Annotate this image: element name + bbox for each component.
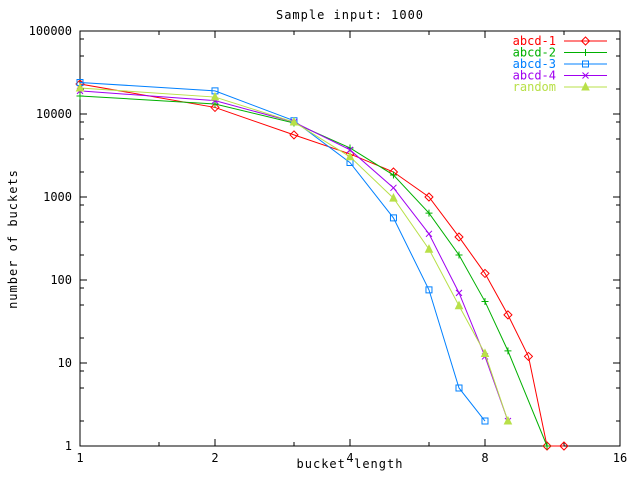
x-marker xyxy=(390,184,397,192)
chart-title: Sample input: 1000 xyxy=(275,8,425,22)
legend-label: abcd-3 xyxy=(513,57,556,71)
plus-marker xyxy=(481,298,489,306)
diamond-marker xyxy=(454,232,464,242)
y-tick-label: 100000 xyxy=(29,24,72,38)
series-abcd-4-line xyxy=(79,90,509,422)
legend-label: abcd-1 xyxy=(513,34,556,48)
triangle-marker xyxy=(454,300,464,310)
plus-marker xyxy=(425,209,433,217)
series-abcd-2 xyxy=(76,92,551,450)
y-tick-label: 10 xyxy=(58,356,72,370)
x-marker xyxy=(346,146,354,154)
triangle-marker xyxy=(480,348,490,358)
square-marker xyxy=(425,286,433,294)
legend-entry-abcd-2: abcd-2 xyxy=(513,46,607,60)
x-tick-label: 4 xyxy=(346,451,353,465)
diamond-marker xyxy=(289,130,299,140)
legend-entry-abcd-4: abcd-4 xyxy=(513,69,607,83)
diamond-marker xyxy=(542,441,552,451)
triangle-marker xyxy=(345,151,355,161)
series-abcd-1-line xyxy=(79,83,564,447)
x-marker xyxy=(425,230,433,238)
x-tick-label: 1 xyxy=(76,451,83,465)
x-tick-label: 8 xyxy=(481,451,488,465)
tick-labels: 1 2 4 8 16 1 10 100 1000 10000 100000 xyxy=(29,24,628,465)
triangle-marker xyxy=(424,244,434,253)
plus-marker xyxy=(211,100,219,108)
x-axis-label: bucket length xyxy=(296,457,404,471)
triangle-marker xyxy=(503,415,513,425)
x-tick-label: 16 xyxy=(613,451,627,465)
legend-label: random xyxy=(513,80,556,94)
diamond-marker xyxy=(580,36,591,46)
diamond-marker xyxy=(424,192,434,202)
plus-marker xyxy=(543,442,551,450)
legend-entry-random: random xyxy=(513,80,607,94)
legend-label: abcd-4 xyxy=(513,69,556,83)
square-marker xyxy=(481,417,489,425)
diamond-marker xyxy=(559,441,569,451)
square-marker xyxy=(76,78,84,86)
y-tick-label: 100 xyxy=(50,273,72,287)
series-random-line xyxy=(79,87,509,422)
y-tick-label: 10000 xyxy=(36,107,72,121)
diamond-marker xyxy=(503,310,513,320)
plus-marker xyxy=(455,251,463,259)
triangle-marker xyxy=(75,82,85,92)
series-abcd-1 xyxy=(75,79,569,451)
x-marker xyxy=(582,72,589,79)
plus-marker xyxy=(389,171,397,179)
legend-entry-abcd-1: abcd-1 xyxy=(513,34,607,48)
y-tick-label: 1 xyxy=(65,439,72,453)
square-marker xyxy=(389,214,397,222)
diamond-marker xyxy=(210,102,220,113)
plus-marker xyxy=(582,49,589,56)
x-marker xyxy=(455,289,463,297)
legend-entry-abcd-3: abcd-3 xyxy=(513,57,607,71)
diamond-marker xyxy=(523,351,534,362)
triangle-marker xyxy=(581,81,590,91)
triangle-marker xyxy=(210,91,220,101)
plus-marker xyxy=(76,92,84,100)
series-abcd-3-line xyxy=(79,81,486,422)
triangle-marker xyxy=(389,192,398,202)
y-tick-label: 1000 xyxy=(43,190,72,204)
diamond-marker xyxy=(480,268,490,279)
series-random xyxy=(75,82,513,425)
series-abcd-2-line xyxy=(79,95,548,447)
square-marker xyxy=(211,87,219,95)
x-tick-label: 2 xyxy=(211,451,218,465)
legend-label: abcd-2 xyxy=(513,46,556,60)
plus-marker xyxy=(504,347,512,355)
series-abcd-3 xyxy=(76,78,489,425)
triangle-marker xyxy=(289,116,299,126)
square-marker xyxy=(582,60,589,68)
axis-ticks xyxy=(79,30,621,447)
square-marker xyxy=(455,384,463,392)
